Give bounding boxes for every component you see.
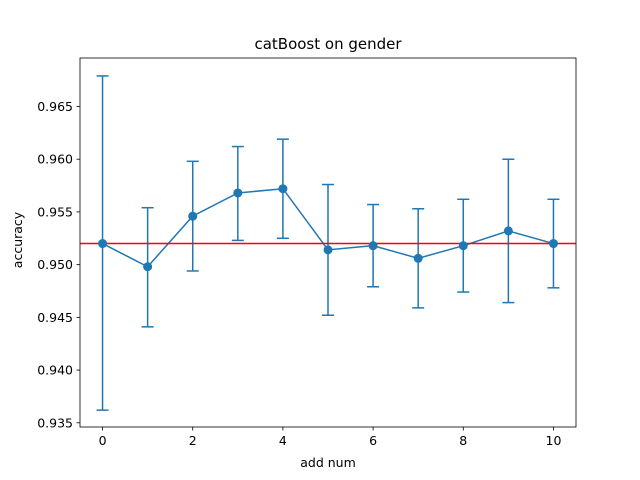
y-tick-label: 0.955 bbox=[37, 204, 73, 219]
y-tick-label: 0.965 bbox=[37, 99, 73, 114]
data-point bbox=[98, 239, 108, 249]
data-point bbox=[413, 253, 423, 263]
data-point bbox=[188, 211, 198, 221]
x-tick-label: 10 bbox=[546, 433, 562, 448]
data-point bbox=[233, 188, 243, 198]
data-point bbox=[278, 184, 288, 194]
plot-area bbox=[80, 75, 576, 411]
y-tick-label: 0.940 bbox=[37, 363, 73, 378]
y-tick-label: 0.945 bbox=[37, 310, 73, 325]
y-tick-label: 0.950 bbox=[37, 257, 73, 272]
data-point bbox=[143, 262, 153, 272]
x-tick-label: 0 bbox=[99, 433, 107, 448]
y-tick-label: 0.935 bbox=[37, 415, 73, 430]
y-tick-label: 0.960 bbox=[37, 152, 73, 167]
data-point bbox=[503, 226, 513, 236]
axes-frame bbox=[79, 57, 577, 428]
chart-title: catBoost on gender bbox=[254, 35, 402, 53]
y-axis-label: accuracy bbox=[10, 211, 25, 268]
data-point bbox=[368, 241, 378, 251]
data-point bbox=[458, 241, 468, 251]
x-tick-label: 8 bbox=[459, 433, 467, 448]
x-axis-label: add num bbox=[300, 455, 356, 470]
x-tick-label: 2 bbox=[189, 433, 197, 448]
data-point bbox=[323, 245, 333, 255]
data-point bbox=[548, 239, 558, 249]
x-tick-label: 6 bbox=[369, 433, 377, 448]
x-tick-label: 4 bbox=[279, 433, 287, 448]
axes: 0 2 4 6 8 10 0.935 0.940 0.945 0.950 0.955 0.960 0.9… bbox=[37, 57, 577, 448]
